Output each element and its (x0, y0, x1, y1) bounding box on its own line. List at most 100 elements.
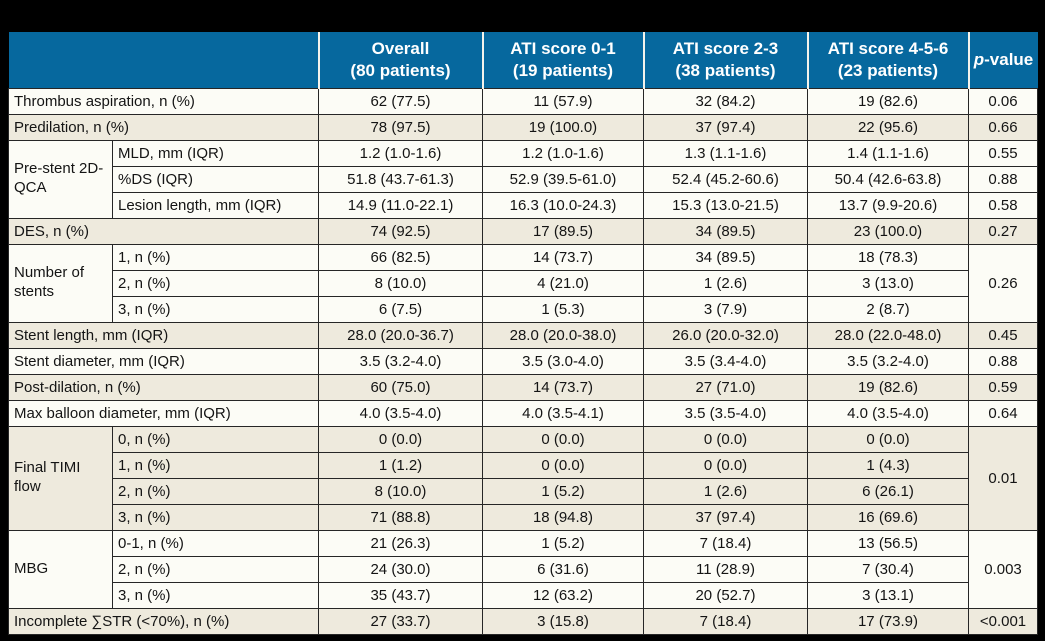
table-row: Post-dilation, n (%) 60 (75.0) 14 (73.7)… (8, 373, 1038, 401)
value-cell: 17 (89.5) (482, 217, 644, 245)
value-cell: 19 (100.0) (482, 113, 644, 141)
value-cell: 6 (7.5) (318, 295, 483, 323)
column-header-ati-2-3: ATI score 2-3 (38 patients) (642, 32, 808, 89)
table-row: 2, n (%) 8 (10.0) 4 (21.0) 1 (2.6) 3 (13… (9, 269, 1038, 297)
value-cell: 6 (31.6) (482, 555, 644, 583)
p-value-cell: 0.27 (968, 217, 1038, 245)
column-header-line2: (23 patients) (837, 60, 939, 80)
table-row: 3, n (%) 35 (43.7) 12 (63.2) 20 (52.7) 3… (9, 581, 1038, 609)
value-cell: 1.3 (1.1-1.6) (643, 139, 808, 167)
value-cell: 1 (5.3) (482, 295, 644, 323)
value-cell: 8 (10.0) (318, 269, 483, 297)
table-row: MBG 0-1, n (%) 21 (26.3) 1 (5.2) 7 (18.4… (8, 529, 1038, 609)
p-value-cell: 0.06 (968, 87, 1038, 115)
column-header-ati-0-1: ATI score 0-1 (19 patients) (481, 32, 644, 89)
table-row: Pre-stent 2D-QCA MLD, mm (IQR) 1.2 (1.0-… (8, 139, 1038, 219)
value-cell: 28.0 (20.0-38.0) (482, 321, 644, 349)
p-value-cell: 0.01 (968, 425, 1038, 531)
table-row: Stent diameter, mm (IQR) 3.5 (3.2-4.0) 3… (8, 347, 1038, 375)
value-cell: 52.9 (39.5-61.0) (482, 165, 644, 193)
p-italic: p (973, 49, 985, 69)
value-cell: 14.9 (11.0-22.1) (318, 191, 483, 219)
column-header-line2: (19 patients) (512, 60, 614, 80)
value-cell: 7 (18.4) (643, 529, 808, 557)
value-cell: 11 (28.9) (643, 555, 808, 583)
value-cell: 28.0 (20.0-36.7) (318, 321, 483, 349)
header-empty-cell (8, 32, 319, 89)
row-label: Post-dilation, n (%) (8, 373, 319, 401)
value-cell: 51.8 (43.7-61.3) (318, 165, 483, 193)
outcomes-table: Overall (80 patients) ATI score 0-1 (19 … (8, 32, 1038, 635)
p-value-cell: 0.88 (968, 165, 1038, 193)
value-cell: 1.2 (1.0-1.6) (482, 139, 644, 167)
sub-label: 1, n (%) (112, 451, 319, 479)
p-value-cell: 0.003 (968, 529, 1038, 609)
value-cell: 4.0 (3.5-4.0) (807, 399, 969, 427)
value-cell: 28.0 (22.0-48.0) (807, 321, 969, 349)
value-cell: 19 (82.6) (807, 87, 969, 115)
p-value-cell: 0.45 (968, 321, 1038, 349)
sub-label: 0-1, n (%) (112, 529, 319, 557)
column-header-line2: (38 patients) (675, 60, 776, 80)
value-cell: 23 (100.0) (807, 217, 969, 245)
row-label: Incomplete ∑STR (<70%), n (%) (8, 607, 319, 635)
value-cell: 35 (43.7) (318, 581, 483, 609)
value-cell: 3 (13.1) (807, 581, 969, 609)
group-label: Pre-stent 2D-QCA (8, 139, 113, 219)
p-value-cell: <0.001 (968, 607, 1038, 635)
value-cell: 16 (69.6) (807, 503, 969, 531)
table-row: 3, n (%) 71 (88.8) 18 (94.8) 37 (97.4) 1… (9, 503, 1038, 531)
p-value-cell: 0.59 (968, 373, 1038, 401)
sub-label: MLD, mm (IQR) (112, 139, 319, 167)
table-row: Stent length, mm (IQR) 28.0 (20.0-36.7) … (8, 321, 1038, 349)
column-header-line1: Overall (371, 38, 430, 58)
row-label: DES, n (%) (8, 217, 319, 245)
value-cell: 52.4 (45.2-60.6) (643, 165, 808, 193)
value-cell: 60 (75.0) (318, 373, 483, 401)
value-cell: 3 (15.8) (482, 607, 644, 635)
value-cell: 7 (18.4) (643, 607, 808, 635)
table-row: DES, n (%) 74 (92.5) 17 (89.5) 34 (89.5)… (8, 217, 1038, 245)
value-cell: 1 (1.2) (318, 451, 483, 479)
column-header-line2: (80 patients) (350, 60, 451, 80)
value-cell: 1.4 (1.1-1.6) (807, 139, 969, 167)
sub-label: 3, n (%) (112, 581, 319, 609)
p-value-cell: 0.55 (968, 139, 1038, 167)
column-header-ati-4-5-6: ATI score 4-5-6 (23 patients) (806, 32, 969, 89)
table-row: Lesion length, mm (IQR) 14.9 (11.0-22.1)… (9, 191, 1038, 219)
value-cell: 20 (52.7) (643, 581, 808, 609)
value-cell: 66 (82.5) (318, 243, 483, 271)
column-header-overall: Overall (80 patients) (317, 32, 483, 89)
value-cell: 4.0 (3.5-4.1) (482, 399, 644, 427)
value-cell: 62 (77.5) (318, 87, 483, 115)
table-row: %DS (IQR) 51.8 (43.7-61.3) 52.9 (39.5-61… (9, 165, 1038, 193)
sub-label: 3, n (%) (112, 295, 319, 323)
table-row: 2, n (%) 8 (10.0) 1 (5.2) 1 (2.6) 6 (26.… (9, 477, 1038, 505)
value-cell: 0 (0.0) (643, 451, 808, 479)
value-cell: 3.5 (3.4-4.0) (643, 347, 808, 375)
value-cell: 3.5 (3.0-4.0) (482, 347, 644, 375)
value-cell: 26.0 (20.0-32.0) (643, 321, 808, 349)
sub-label: 3, n (%) (112, 503, 319, 531)
value-cell: 11 (57.9) (482, 87, 644, 115)
value-cell: 4 (21.0) (482, 269, 644, 297)
value-cell: 17 (73.9) (807, 607, 969, 635)
column-header-line1: ATI score 4-5-6 (827, 38, 949, 58)
value-cell: 18 (78.3) (807, 243, 969, 271)
value-cell: 1 (2.6) (643, 477, 808, 505)
p-value-cell: 0.26 (968, 243, 1038, 323)
sub-label: %DS (IQR) (112, 165, 319, 193)
value-cell: 3.5 (3.2-4.0) (318, 347, 483, 375)
value-cell: 34 (89.5) (643, 217, 808, 245)
group-label: Final TIMI flow (8, 425, 113, 531)
value-cell: 37 (97.4) (643, 113, 808, 141)
value-cell: 19 (82.6) (807, 373, 969, 401)
value-cell: 74 (92.5) (318, 217, 483, 245)
row-label: Predilation, n (%) (8, 113, 319, 141)
value-cell: 3.5 (3.2-4.0) (807, 347, 969, 375)
sub-label: 2, n (%) (112, 269, 319, 297)
table-row: 3, n (%) 6 (7.5) 1 (5.3) 3 (7.9) 2 (8.7) (9, 295, 1038, 323)
p-value-cell: 0.58 (968, 191, 1038, 219)
p-value-cell: 0.64 (968, 399, 1038, 427)
